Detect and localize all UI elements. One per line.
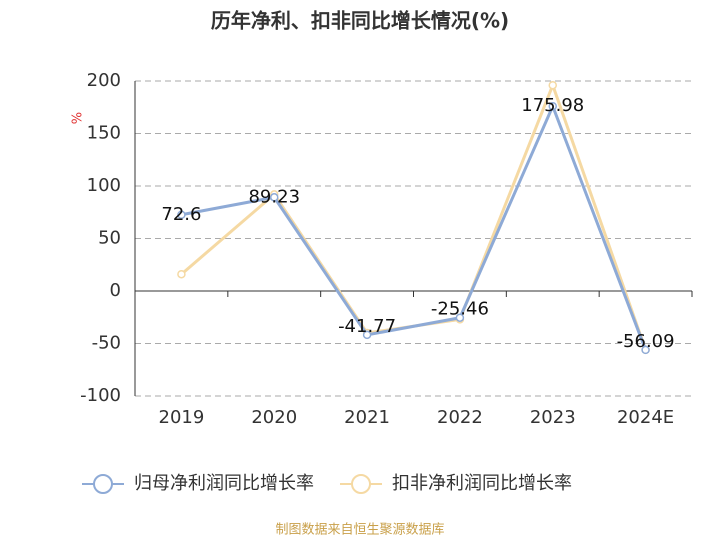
data-label: -56.09 [617, 331, 675, 352]
x-tick-label: 2023 [530, 407, 576, 428]
x-tick-label: 2021 [344, 407, 390, 428]
data-label: 89.23 [248, 186, 300, 207]
x-tick-label: 2022 [437, 407, 483, 428]
x-tick-label: 2020 [251, 407, 297, 428]
chart-title: 历年净利、扣非同比增长情况(%) [211, 9, 509, 33]
y-tick-label: 50 [98, 228, 121, 249]
source-note: 制图数据来自恒生聚源数据库 [275, 522, 444, 538]
y-tick-label: 150 [87, 123, 121, 144]
legend-marker [351, 474, 371, 494]
data-label: -25.46 [431, 299, 489, 320]
y-unit: % [71, 112, 86, 124]
y-tick-label: -50 [92, 333, 121, 354]
data-point [362, 330, 372, 340]
legend-label: 归母净利润同比增长率 [134, 473, 314, 494]
series-line [181, 102, 647, 351]
data-point [177, 269, 186, 279]
y-tick-label: 100 [87, 175, 121, 196]
y-tick-label: -100 [80, 385, 121, 406]
data-label: 175.98 [521, 95, 584, 116]
data-label: -41.77 [338, 316, 396, 337]
y-tick-label: 0 [110, 280, 121, 301]
legend-label: 扣非净利润同比增长率 [392, 473, 572, 494]
data-point [270, 193, 279, 202]
data-point [641, 345, 650, 355]
y-tick-label: 200 [87, 70, 121, 91]
data-label: 72.6 [161, 204, 201, 225]
data-point [548, 101, 557, 111]
series-line [180, 80, 647, 351]
x-tick-label: 2024E [617, 407, 674, 428]
data-point [455, 313, 465, 322]
data-point [177, 210, 186, 220]
data-point [548, 80, 557, 90]
legend-marker [93, 474, 113, 494]
x-tick-label: 2019 [159, 407, 205, 428]
